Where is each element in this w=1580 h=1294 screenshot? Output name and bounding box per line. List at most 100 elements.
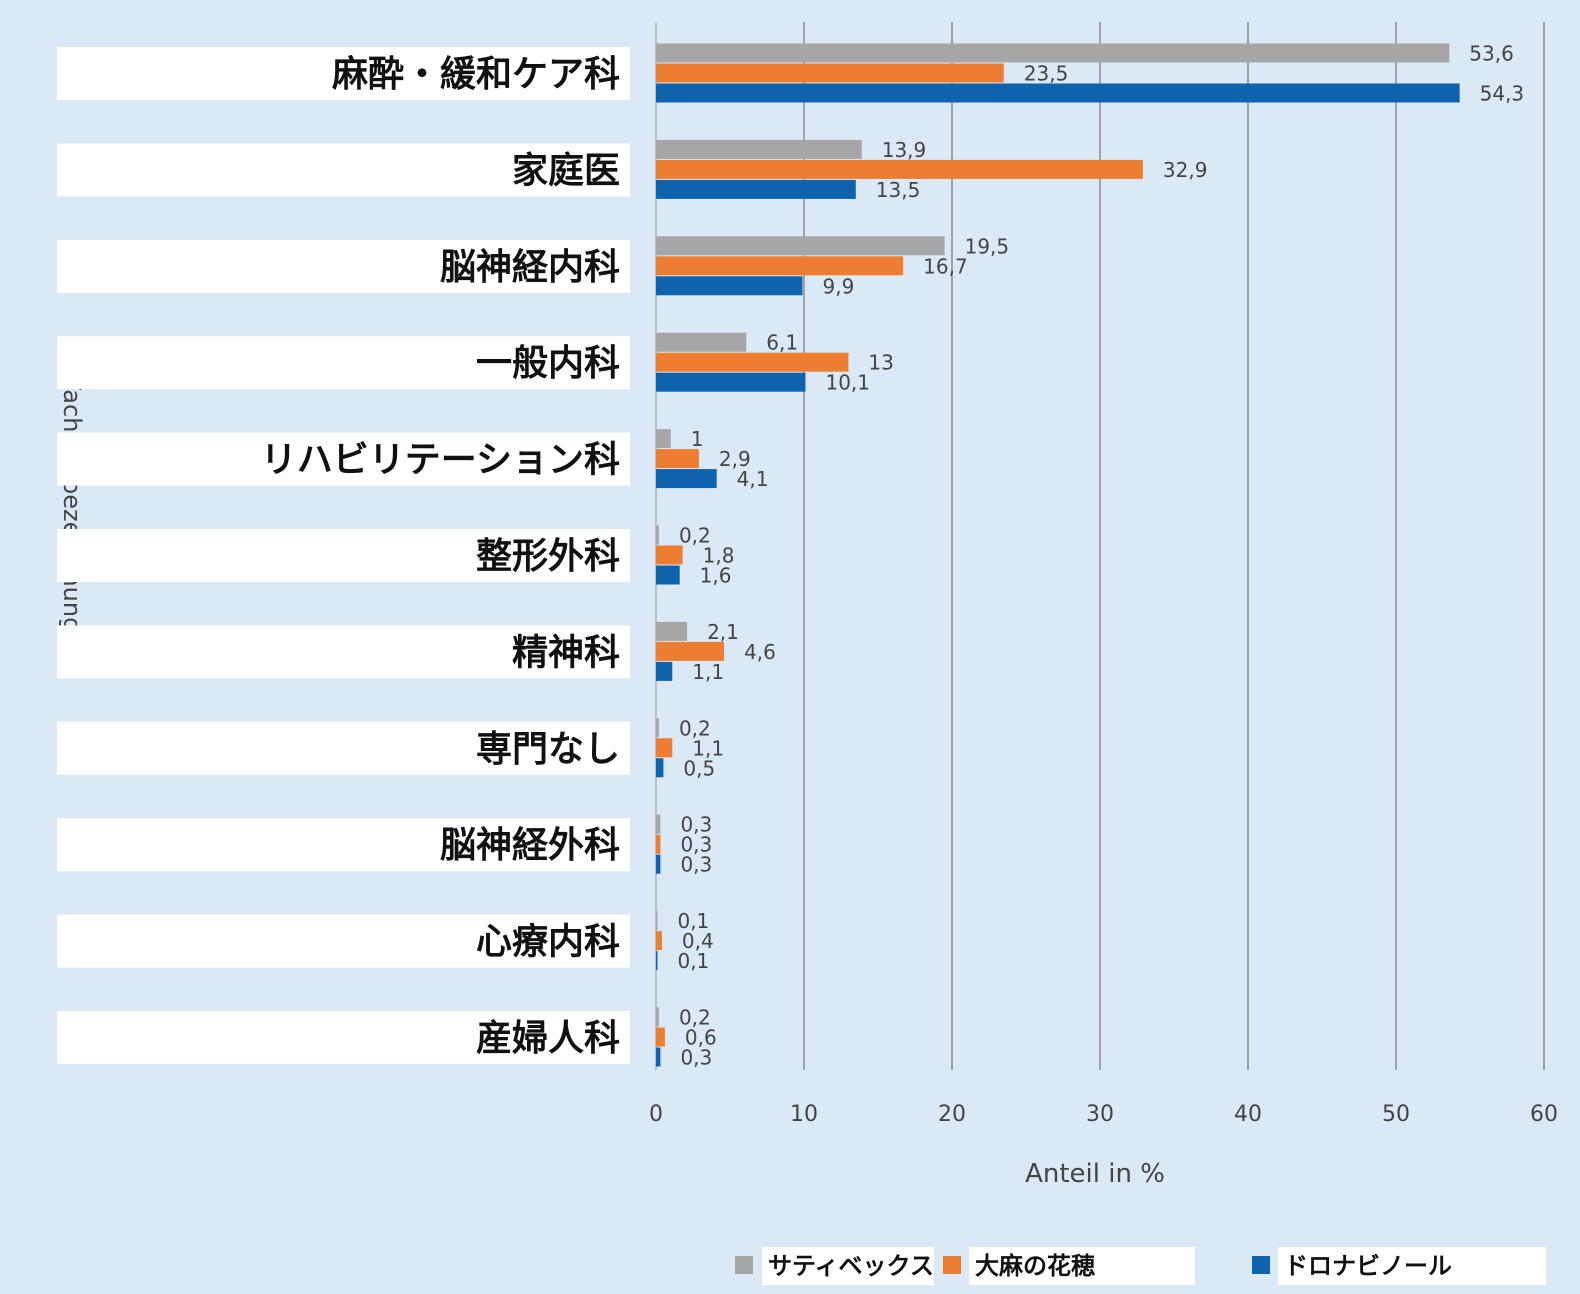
data-label: 4,1 xyxy=(737,467,769,491)
bar xyxy=(656,63,1004,83)
y-axis-title-group: Facharztbezeichnung xyxy=(58,378,86,633)
bar xyxy=(656,1007,659,1027)
data-label: 1,6 xyxy=(700,564,732,588)
bar xyxy=(656,449,699,469)
bar xyxy=(656,179,856,199)
bar xyxy=(656,332,747,352)
bar xyxy=(656,854,661,874)
data-label: 10,1 xyxy=(825,371,870,395)
bar xyxy=(656,718,659,738)
category-label: 家庭医 xyxy=(512,150,620,191)
data-label: 9,9 xyxy=(823,274,855,298)
bars xyxy=(656,43,1460,1067)
category-label: 整形外科 xyxy=(476,536,620,577)
category-label-box xyxy=(57,47,630,100)
legend-swatch xyxy=(943,1256,961,1274)
data-label: 0,1 xyxy=(677,949,709,973)
data-label: 0,6 xyxy=(685,1026,717,1050)
data-label: 0,2 xyxy=(679,716,711,740)
bar xyxy=(656,469,717,489)
data-label: 23,5 xyxy=(1024,62,1069,86)
category-label: 一般内科 xyxy=(476,343,620,384)
legend-swatch xyxy=(1252,1256,1270,1274)
category-label-box xyxy=(57,143,630,197)
data-label: 1,1 xyxy=(692,736,724,760)
data-label: 0,3 xyxy=(680,1046,712,1070)
bar xyxy=(656,931,662,951)
category-label-box xyxy=(57,818,630,872)
bar xyxy=(656,911,658,931)
legend-label: サティベックス xyxy=(768,1252,934,1280)
x-tick-label-40: 40 xyxy=(1234,1102,1262,1127)
data-label: 0,1 xyxy=(677,909,709,933)
category-label-box xyxy=(57,239,630,293)
legend-label-box xyxy=(969,1247,1195,1285)
bar xyxy=(656,276,803,296)
category-label-box xyxy=(57,336,630,390)
data-label: 6,1 xyxy=(766,331,798,355)
bar xyxy=(656,525,659,545)
category-labels: 麻酔・緩和ケア科家庭医脳神経内科一般内科リハビリテーション科整形外科精神科専門な… xyxy=(57,47,630,1064)
data-label: 13,5 xyxy=(876,178,921,202)
bar xyxy=(656,43,1450,63)
data-label: 2,1 xyxy=(707,620,739,644)
bar xyxy=(656,352,849,372)
data-label: 0,3 xyxy=(680,813,712,837)
bar xyxy=(656,429,671,449)
bar xyxy=(656,834,661,854)
data-label: 32,9 xyxy=(1163,158,1208,182)
x-tick-label-50: 50 xyxy=(1382,1102,1410,1127)
category-label-box xyxy=(57,721,630,775)
x-tick-label-20: 20 xyxy=(938,1102,966,1127)
category-label: 産婦人科 xyxy=(476,1018,620,1059)
legend-label: ドロナビノール xyxy=(1284,1252,1452,1280)
data-label: 0,3 xyxy=(680,833,712,857)
x-axis-title: Anteil in % xyxy=(1025,1159,1165,1189)
x-tick-label-30: 30 xyxy=(1086,1102,1114,1127)
bar xyxy=(656,1027,665,1047)
y-axis-title: Facharztbezeichnung xyxy=(58,378,86,633)
data-label: 0,3 xyxy=(680,853,712,877)
data-label: 54,3 xyxy=(1480,82,1525,106)
category-label: リハビリテーション科 xyxy=(261,440,620,481)
x-tick-label-0: 0 xyxy=(649,1102,663,1127)
data-label: 13,9 xyxy=(882,138,927,162)
x-axis-ticks: 0 10 20 30 40 50 60 xyxy=(649,1102,1558,1127)
data-label: 1 xyxy=(691,427,704,451)
x-tick-label-10: 10 xyxy=(790,1102,818,1127)
legend-label: 大麻の花穂 xyxy=(975,1252,1095,1280)
data-label: 53,6 xyxy=(1469,42,1514,66)
value-labels: 53,6 23,5 54,3 13,9 32,9 13,5 19,516,7 9,9 6,1 13… xyxy=(677,42,1524,1070)
category-label-box xyxy=(57,625,630,679)
data-label: 13 xyxy=(868,351,893,375)
data-label: 1,1 xyxy=(692,660,724,684)
category-label: 精神科 xyxy=(512,632,620,673)
bar xyxy=(656,641,725,661)
bar xyxy=(656,738,673,758)
bar xyxy=(656,565,680,585)
category-label-box xyxy=(57,432,630,486)
bar xyxy=(656,758,664,778)
gridlines xyxy=(655,22,1545,1070)
legend-label-box xyxy=(1278,1247,1546,1285)
bar xyxy=(656,1047,661,1067)
data-label: 19,5 xyxy=(965,234,1010,258)
category-label: 麻酔・緩和ケア科 xyxy=(332,54,620,95)
bar xyxy=(656,621,688,641)
category-label-box xyxy=(57,1011,630,1064)
legend-swatch xyxy=(735,1256,753,1274)
bar xyxy=(656,256,904,276)
data-label: 1,8 xyxy=(703,544,735,568)
category-label-box xyxy=(57,914,630,968)
data-label: 0,5 xyxy=(683,756,715,780)
data-label: 2,9 xyxy=(719,447,751,471)
data-label: 4,6 xyxy=(744,640,776,664)
bar xyxy=(656,372,806,392)
data-label: 0,2 xyxy=(679,524,711,548)
bar xyxy=(656,159,1143,179)
bar xyxy=(656,83,1460,103)
x-tick-label-60: 60 xyxy=(1530,1102,1558,1127)
data-label: 0,4 xyxy=(682,929,714,953)
legend-label-box xyxy=(762,1247,934,1285)
